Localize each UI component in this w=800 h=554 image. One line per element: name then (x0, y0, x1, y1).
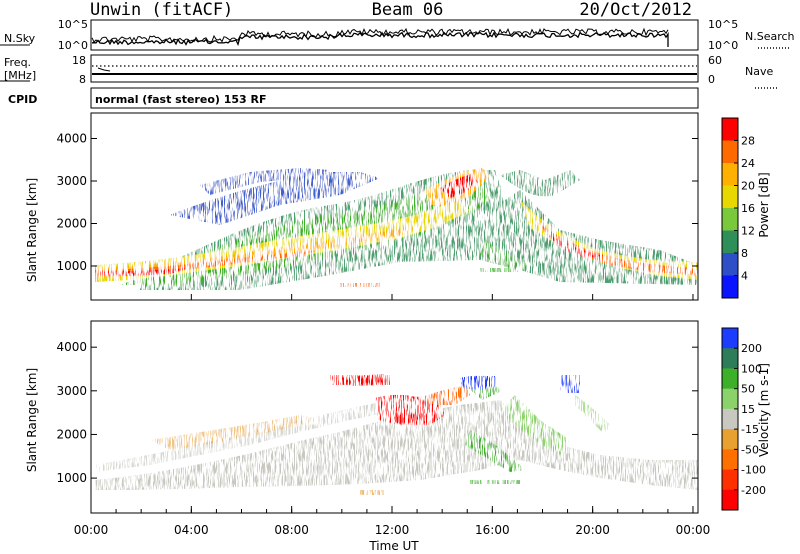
x-tick-label: 04:00 (174, 523, 209, 537)
colorbar-segment (722, 408, 738, 430)
colorbar-tick-label: -15 (741, 423, 759, 436)
colorbar-segment (722, 388, 738, 410)
colorbar-segment (722, 140, 738, 164)
y-tick-label: 4000 (56, 132, 87, 146)
nsky-strip: N.Sky 10^5 10^0 10^5 10^0 N.Search (0, 18, 795, 52)
freq-tick-bottom: 8 (79, 73, 86, 86)
freq-tick-right-top: 60 (708, 54, 722, 67)
power-frame (90, 112, 699, 301)
x-tick-label: 20:00 (575, 523, 610, 537)
x-tick-label: 08:00 (274, 523, 309, 537)
power-data-area (95, 168, 698, 290)
velocity-data-area (95, 374, 698, 495)
colorbar-segment (722, 118, 738, 141)
power-ylabel: Slant Range [km] (25, 178, 39, 282)
colorbar-segment (722, 328, 738, 349)
date-title: 20/Oct/2012 (579, 0, 692, 20)
nsky-tick-right-top: 10^5 (708, 18, 738, 31)
colorbar-segment (722, 253, 738, 276)
nsky-trace (91, 31, 669, 47)
nsky-frame (90, 19, 699, 51)
beam-title: Beam 06 (371, 0, 444, 20)
colorbar-tick-label: 8 (741, 247, 748, 260)
x-tick-label: 16:00 (475, 523, 510, 537)
colorbar-tick-label: -100 (741, 464, 766, 477)
colorbar-tick-label: 24 (741, 157, 755, 170)
colorbar-frame (721, 327, 739, 511)
colorbar-tick-label: 12 (741, 225, 755, 238)
colorbar-segment (722, 429, 738, 450)
colorbar-segment (722, 348, 738, 369)
freq-frame (90, 54, 699, 83)
radar-title: Unwin (fitACF) (90, 0, 234, 20)
colorbar-segment (722, 489, 738, 511)
cpid-text: normal (fast stereo) 153 RF (95, 93, 267, 106)
xlabel: Time UT (368, 539, 419, 553)
power-colorbar: 28 24 20 16 12 8 4 (721, 117, 755, 299)
colorbar-segment (722, 449, 738, 471)
velocity-y-axis: 1000 2000 3000 4000 (56, 340, 698, 485)
y-tick-label: 4000 (56, 340, 87, 354)
cpid-label: CPID (8, 93, 37, 106)
colorbar-segment (722, 368, 738, 390)
y-tick-label: 1000 (56, 259, 87, 273)
colorbar-tick-label: 28 (741, 135, 755, 148)
colorbar-tick-label: 16 (741, 202, 755, 215)
nsky-tick-bottom: 10^0 (58, 39, 88, 52)
freq-tick-right-bottom: 0 (708, 73, 715, 86)
nsky-label: N.Sky (4, 32, 36, 45)
colorbar-segment (722, 275, 738, 299)
colorbar-segment (722, 163, 738, 186)
colorbar-segment (722, 469, 738, 491)
y-tick-label: 3000 (56, 174, 87, 188)
velocity-colorbar-label: Velocity [m s-1] (757, 363, 771, 457)
colorbar-tick-label: 4 (741, 270, 748, 283)
colorbar-tick-label: 15 (741, 403, 755, 416)
y-tick-label: 1000 (56, 471, 87, 485)
colorbar-tick-label: 20 (741, 180, 755, 193)
y-tick-label: 3000 (56, 384, 87, 398)
colorbar-tick-label: -200 (741, 484, 766, 497)
time-x-axis: 00:00 04:00 08:00 12:00 16:00 20:00 00:00 (74, 294, 711, 537)
nave-label: Nave (745, 65, 773, 78)
nsky-tick-right-bottom: 10^0 (708, 39, 738, 52)
velocity-colorbar: 200 100 50 15 -15 -50 -100 -200 (721, 327, 766, 511)
y-tick-label: 2000 (56, 427, 87, 441)
x-tick-label: 00:00 (74, 523, 109, 537)
nsky-tick-top: 10^5 (58, 18, 88, 31)
colorbar-segment (722, 208, 738, 231)
colorbar-segment (722, 230, 738, 254)
colorbar-tick-label: 50 (741, 383, 755, 396)
colorbar-segment (722, 185, 738, 209)
power-y-axis: 1000 2000 3000 4000 (56, 132, 698, 273)
velocity-frame (90, 320, 699, 514)
y-tick-label: 2000 (56, 217, 87, 231)
velocity-panel: 1000 2000 3000 4000 Slant Range [km] 200 100… (25, 294, 771, 553)
cpid-strip: CPID normal (fast stereo) 153 RF (8, 87, 699, 109)
power-colorbar-label: Power [dB] (757, 172, 771, 237)
freq-strip: Freq. [MHz] 18 8 60 0 Nave (0, 54, 778, 89)
power-panel: 1000 2000 3000 4000 Slant Range [km] 28 24 20… (25, 112, 771, 301)
freq-tick-top: 18 (72, 54, 86, 67)
colorbar-tick-label: 100 (741, 362, 762, 375)
nsearch-trace (91, 27, 669, 43)
velocity-ylabel: Slant Range [km] (25, 368, 39, 472)
x-tick-label: 00:00 (676, 523, 711, 537)
colorbar-tick-label: 200 (741, 342, 762, 355)
nsearch-label: N.Search (745, 30, 795, 43)
freq-label: Freq. (4, 56, 31, 69)
x-tick-label: 12:00 (375, 523, 410, 537)
freq-unit: [MHz] (4, 69, 36, 82)
colorbar-tick-label: -50 (741, 443, 759, 456)
cpid-frame (90, 87, 699, 109)
